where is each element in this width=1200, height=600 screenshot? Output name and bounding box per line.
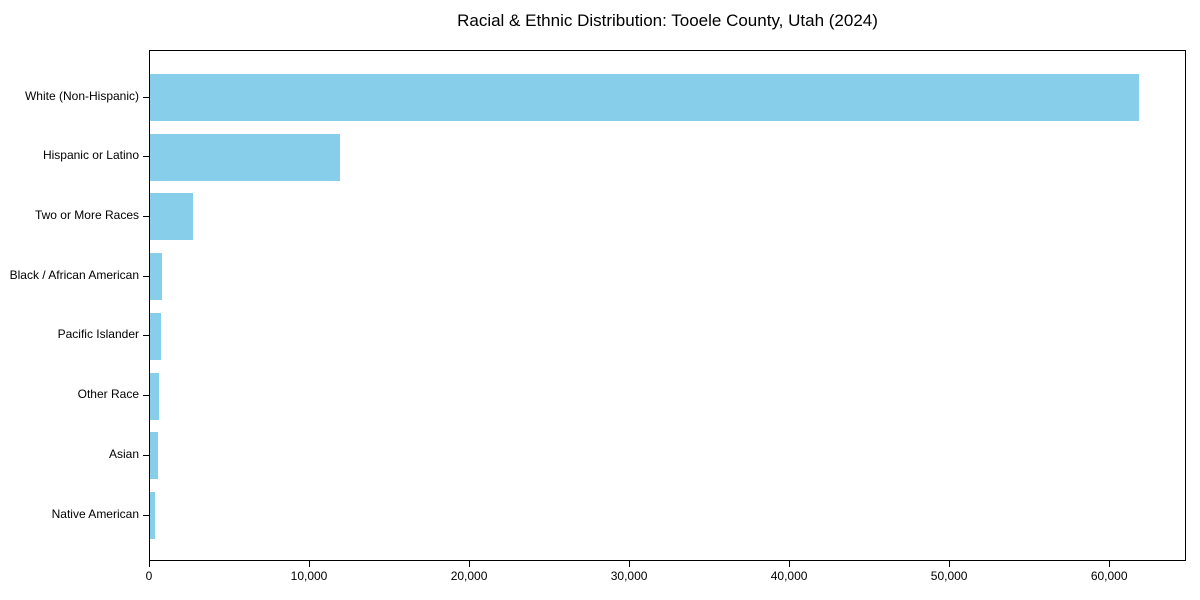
chart-title: Racial & Ethnic Distribution: Tooele Cou… [457, 11, 878, 30]
y-axis-tick [143, 335, 149, 337]
y-axis-label: Pacific Islander [57, 327, 139, 342]
x-axis-label: 30,000 [610, 569, 648, 583]
x-axis-tick [309, 561, 311, 567]
y-axis-tick [143, 514, 149, 516]
bar-hispanic-or-latino [150, 133, 341, 181]
bar-black-african-american [150, 253, 163, 301]
y-axis-label: Two or More Races [34, 207, 139, 222]
x-axis-label: 10,000 [290, 569, 328, 583]
bar-native-american [150, 492, 155, 539]
x-axis-tick [1109, 561, 1111, 567]
bar-asian [150, 432, 158, 480]
x-axis-label: 50,000 [930, 569, 968, 583]
y-axis-tick [143, 275, 149, 277]
y-axis-label: White (Non-Hispanic) [24, 88, 139, 103]
x-axis-label: 0 [145, 569, 153, 583]
x-axis-label: 40,000 [770, 569, 808, 583]
plot-area [149, 50, 1186, 561]
bar-two-or-more-races [150, 193, 194, 241]
x-axis-tick [789, 561, 791, 567]
x-axis-label: 60,000 [1090, 569, 1128, 583]
bar-white-non-hispanic [150, 74, 1139, 121]
x-axis-tick [469, 561, 471, 567]
x-axis-tick [629, 561, 631, 567]
y-axis-label: Other Race [77, 387, 139, 402]
y-axis-label: Native American [51, 506, 139, 521]
y-axis-tick [143, 395, 149, 397]
y-axis-tick [143, 454, 149, 456]
y-axis-tick [143, 96, 149, 98]
x-axis-tick [949, 561, 951, 567]
y-axis-tick [143, 156, 149, 158]
x-axis-tick [149, 561, 150, 567]
y-axis-tick [143, 215, 149, 217]
y-axis-label: Asian [108, 446, 139, 461]
bar-other-race [150, 372, 159, 420]
y-axis-label: Black / African American [9, 267, 139, 282]
x-axis-label: 20,000 [450, 569, 488, 583]
bar-pacific-islander [150, 312, 162, 360]
y-axis-label: Hispanic or Latino [42, 148, 139, 163]
